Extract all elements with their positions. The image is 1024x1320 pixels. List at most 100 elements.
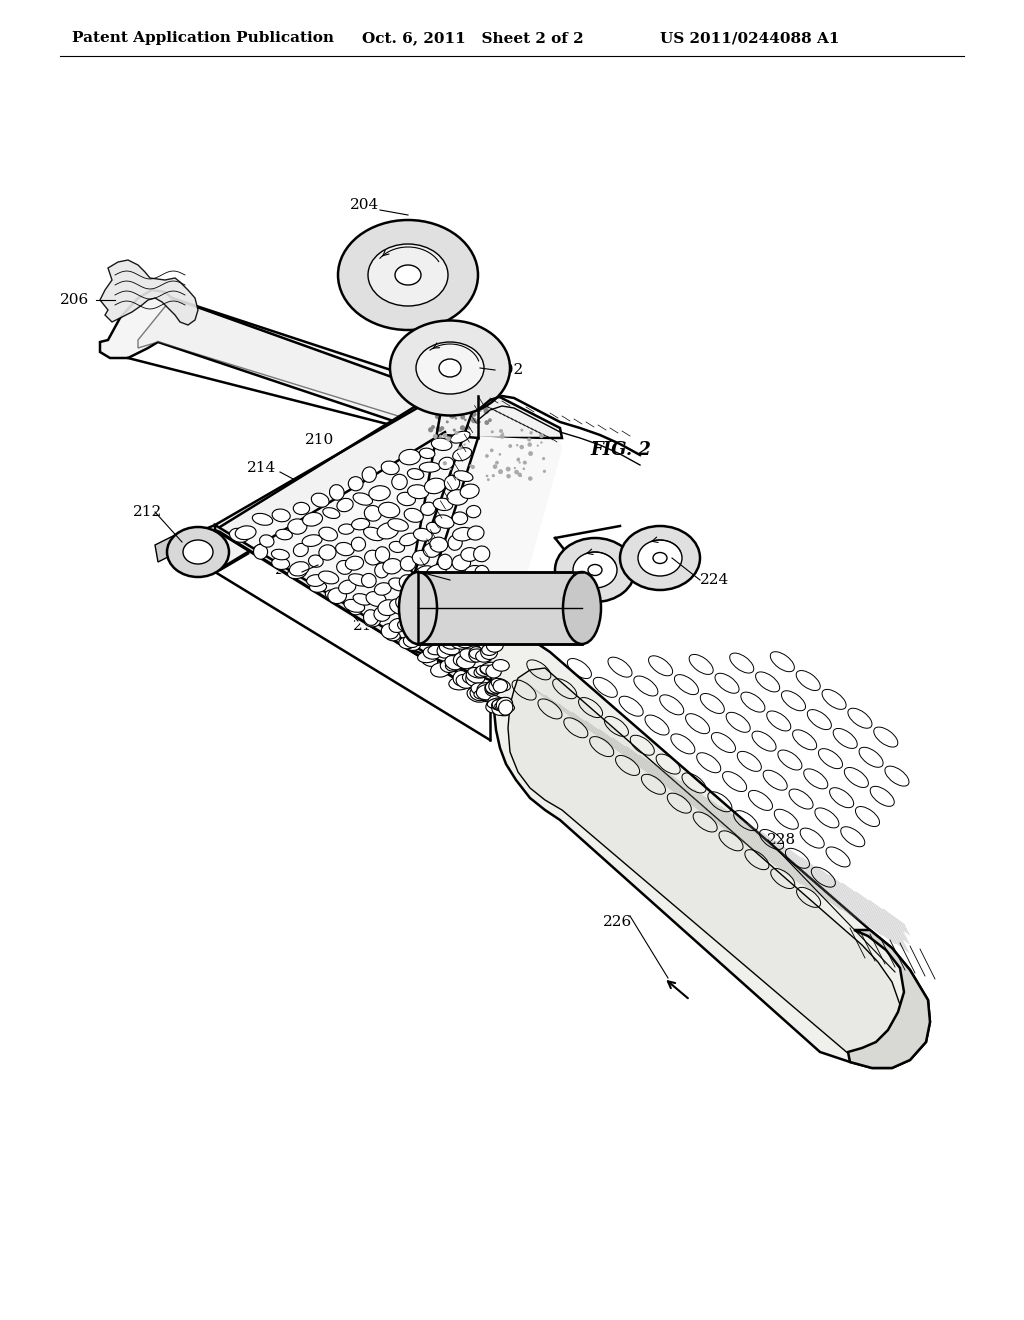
Circle shape [445, 404, 449, 408]
Ellipse shape [318, 545, 336, 560]
Ellipse shape [433, 498, 453, 511]
Circle shape [541, 441, 543, 444]
Ellipse shape [475, 585, 495, 595]
Ellipse shape [472, 685, 493, 701]
Ellipse shape [573, 552, 617, 587]
Ellipse shape [311, 494, 329, 507]
Ellipse shape [403, 635, 419, 648]
Ellipse shape [487, 696, 503, 711]
Ellipse shape [385, 631, 400, 640]
Circle shape [506, 474, 511, 478]
Ellipse shape [275, 529, 293, 540]
Circle shape [472, 412, 476, 417]
Polygon shape [100, 290, 478, 440]
Ellipse shape [395, 265, 421, 285]
Ellipse shape [423, 543, 440, 557]
Ellipse shape [236, 525, 256, 540]
Ellipse shape [474, 667, 488, 677]
Ellipse shape [486, 664, 502, 678]
Ellipse shape [456, 615, 473, 631]
Text: Patent Application Publication: Patent Application Publication [72, 30, 334, 45]
Ellipse shape [413, 614, 427, 626]
Ellipse shape [653, 553, 667, 564]
Ellipse shape [390, 599, 411, 615]
Ellipse shape [453, 512, 468, 524]
Ellipse shape [463, 612, 478, 626]
Ellipse shape [399, 533, 418, 545]
Ellipse shape [399, 638, 415, 649]
Ellipse shape [365, 550, 381, 565]
Circle shape [508, 444, 512, 447]
Ellipse shape [441, 636, 461, 649]
Ellipse shape [494, 680, 508, 693]
Circle shape [518, 462, 521, 463]
Ellipse shape [494, 700, 512, 715]
Ellipse shape [419, 589, 435, 601]
Circle shape [537, 445, 539, 446]
Ellipse shape [427, 581, 450, 594]
Ellipse shape [439, 643, 460, 655]
Circle shape [449, 411, 451, 413]
Ellipse shape [454, 652, 471, 667]
Circle shape [433, 434, 437, 438]
Ellipse shape [365, 506, 381, 521]
Circle shape [441, 411, 445, 414]
Ellipse shape [271, 549, 290, 560]
Ellipse shape [438, 622, 454, 634]
Circle shape [529, 432, 532, 434]
Ellipse shape [254, 544, 267, 560]
Ellipse shape [464, 627, 482, 639]
Ellipse shape [392, 474, 408, 490]
Ellipse shape [361, 573, 376, 587]
Ellipse shape [252, 513, 272, 525]
Circle shape [446, 437, 451, 441]
Ellipse shape [408, 484, 429, 499]
Ellipse shape [404, 508, 423, 523]
Ellipse shape [318, 572, 339, 583]
Circle shape [428, 407, 433, 412]
Ellipse shape [404, 611, 422, 623]
Ellipse shape [364, 610, 378, 626]
Ellipse shape [414, 528, 432, 541]
Circle shape [439, 434, 442, 437]
Ellipse shape [424, 626, 440, 640]
Ellipse shape [480, 663, 501, 675]
Circle shape [527, 442, 532, 447]
Ellipse shape [460, 648, 481, 663]
Ellipse shape [413, 550, 429, 565]
Ellipse shape [415, 566, 434, 579]
Circle shape [461, 414, 465, 420]
Ellipse shape [308, 554, 324, 568]
Circle shape [444, 395, 450, 400]
Ellipse shape [381, 623, 398, 639]
Ellipse shape [461, 548, 478, 561]
Ellipse shape [408, 591, 429, 607]
Ellipse shape [467, 688, 488, 702]
Ellipse shape [468, 525, 484, 540]
Ellipse shape [477, 682, 496, 698]
Ellipse shape [482, 620, 503, 634]
Ellipse shape [466, 671, 481, 686]
Circle shape [431, 425, 435, 429]
Circle shape [458, 446, 462, 450]
Circle shape [456, 477, 458, 479]
Circle shape [455, 430, 459, 434]
Ellipse shape [476, 685, 498, 700]
Ellipse shape [366, 591, 386, 606]
Ellipse shape [485, 698, 507, 713]
Ellipse shape [309, 582, 327, 593]
Ellipse shape [397, 619, 419, 632]
Ellipse shape [471, 682, 493, 697]
Ellipse shape [423, 647, 441, 659]
Ellipse shape [323, 508, 340, 519]
Text: Oct. 6, 2011   Sheet 2 of 2: Oct. 6, 2011 Sheet 2 of 2 [362, 30, 584, 45]
Ellipse shape [348, 477, 364, 491]
Ellipse shape [468, 607, 483, 622]
Ellipse shape [408, 576, 425, 587]
Text: 214: 214 [248, 461, 276, 475]
Polygon shape [848, 931, 930, 1068]
Polygon shape [488, 638, 930, 1068]
Ellipse shape [397, 492, 416, 506]
Circle shape [514, 470, 519, 474]
Ellipse shape [445, 599, 462, 611]
